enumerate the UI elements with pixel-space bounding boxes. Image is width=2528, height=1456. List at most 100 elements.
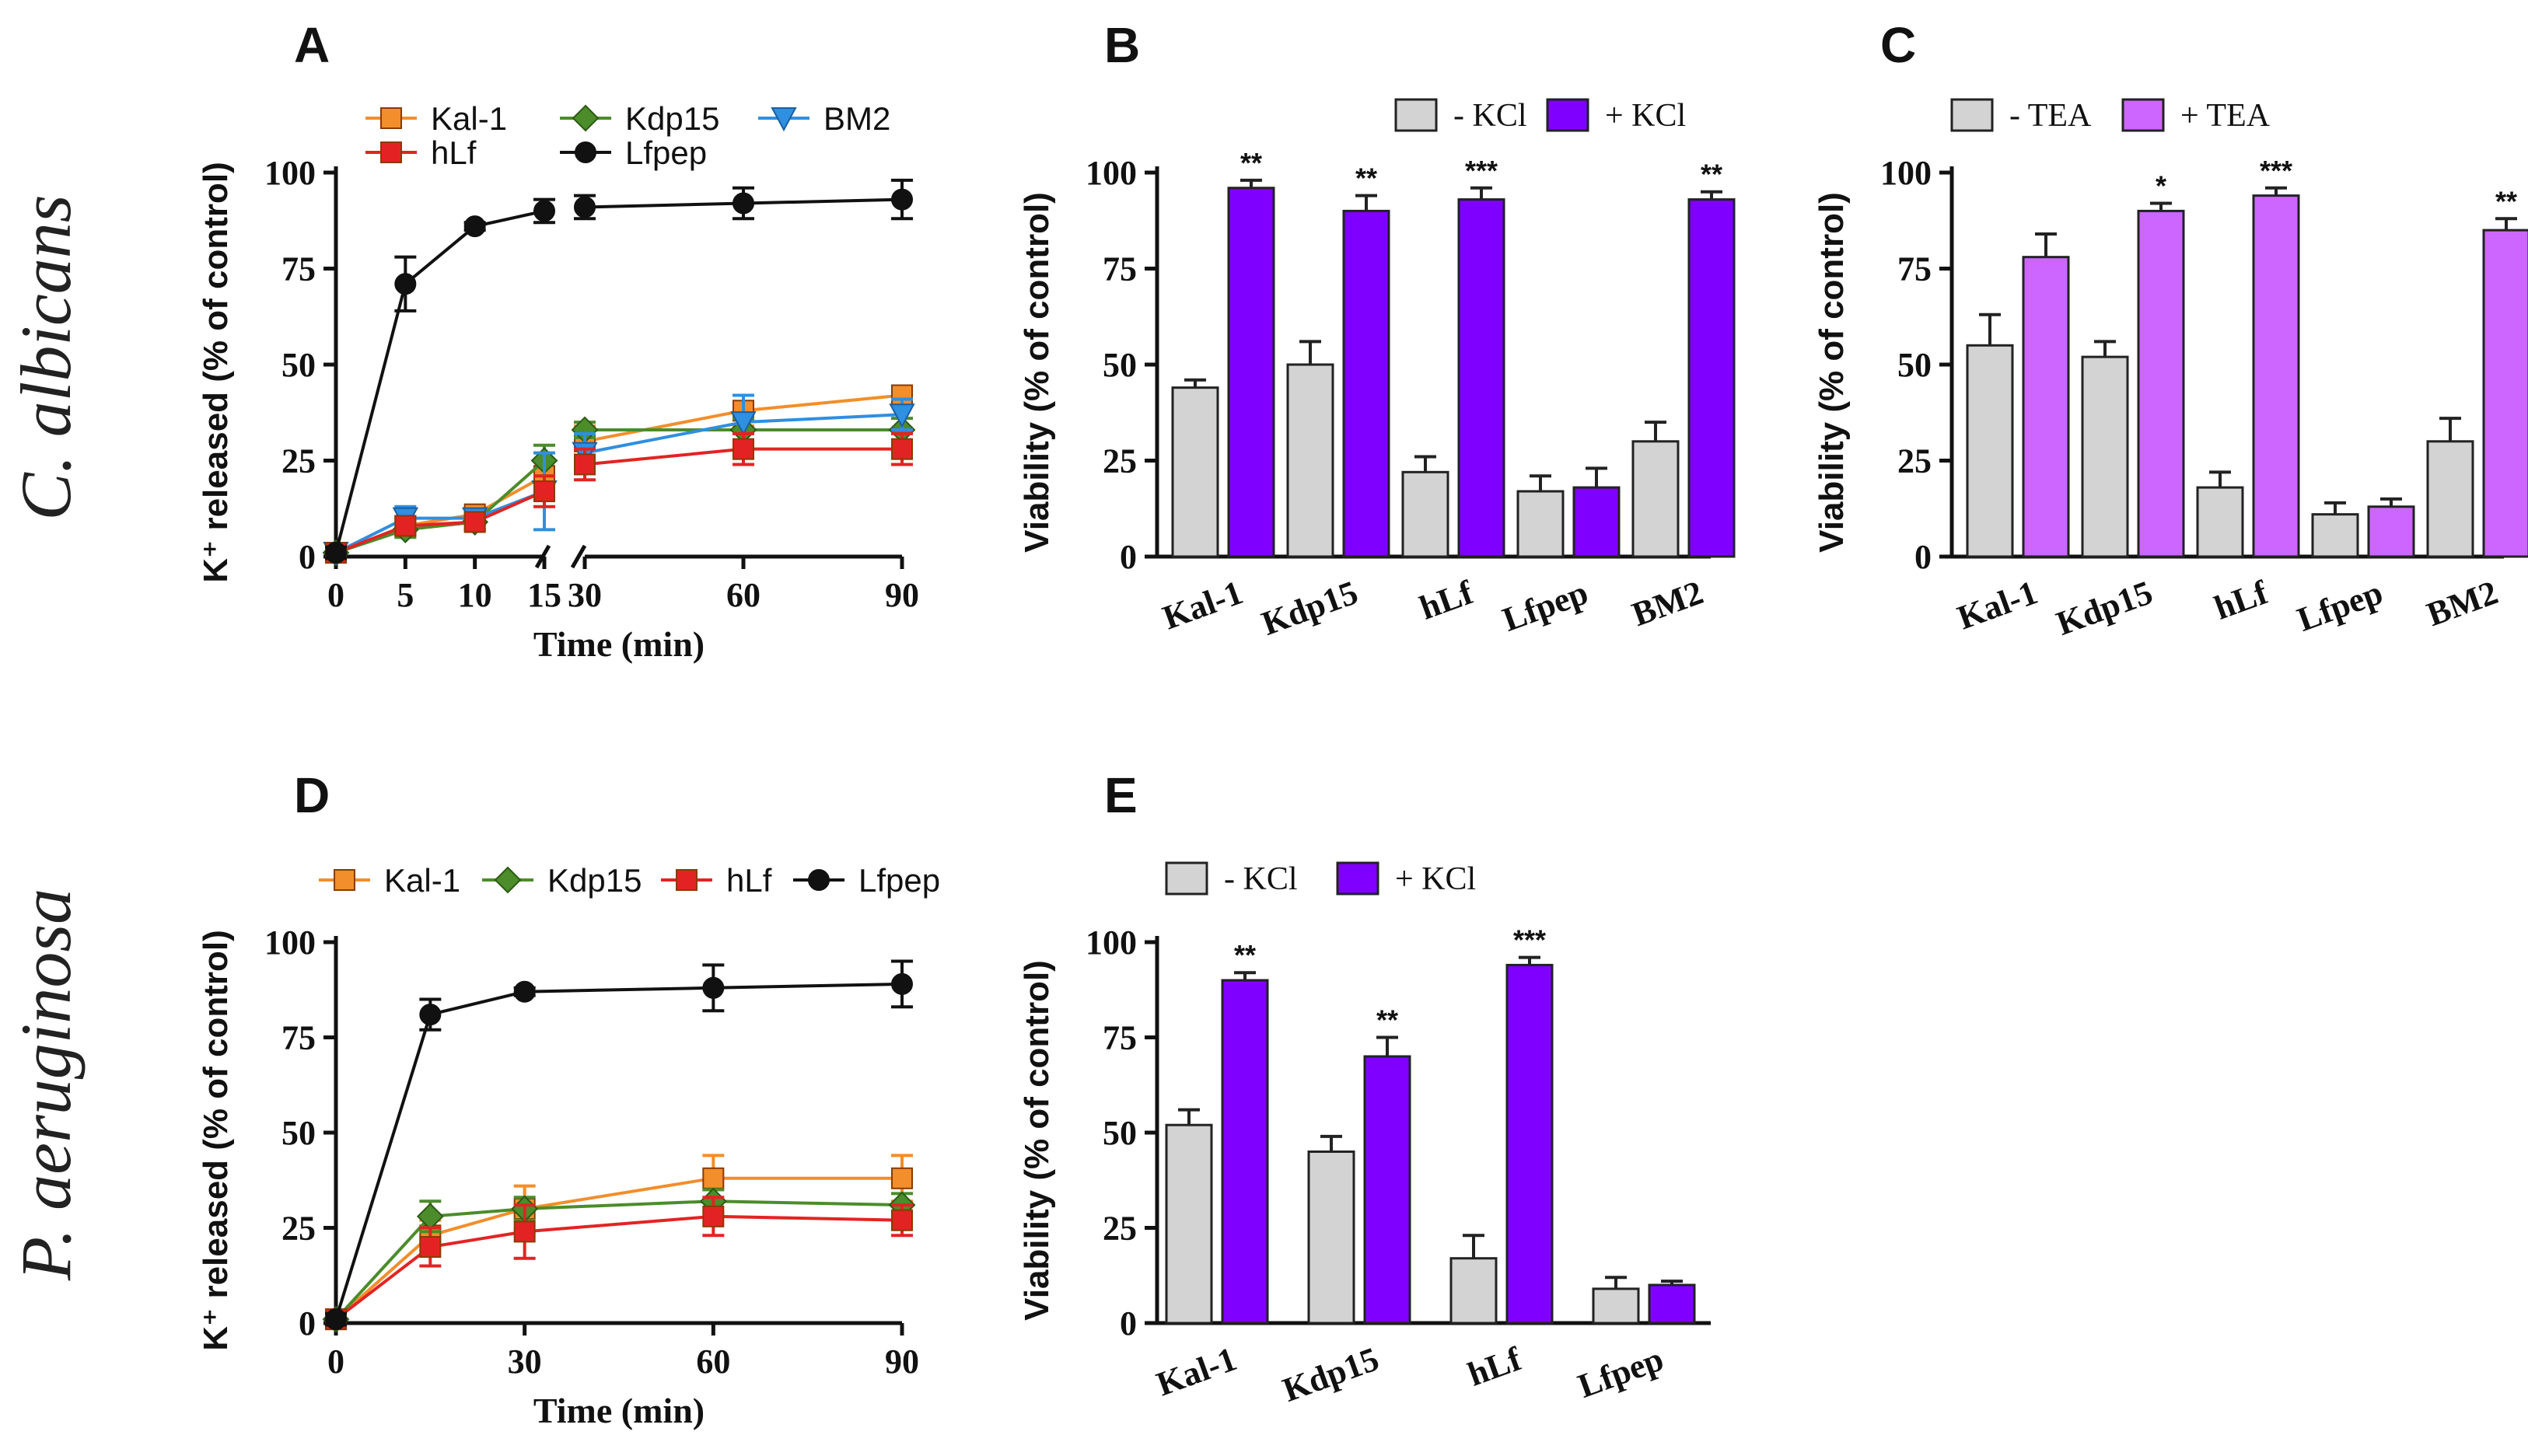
y-tick-label: 0: [299, 538, 316, 576]
data-point: [733, 438, 754, 460]
bar: [2311, 513, 2359, 558]
y-tick-label: 0: [1120, 538, 1137, 576]
bar: [2022, 256, 2070, 558]
series-hlf: [325, 1196, 913, 1331]
y-axis-label: K⁺ released (% of control): [197, 930, 235, 1351]
data-point: [676, 869, 698, 891]
x-tick-label: 90: [885, 576, 919, 614]
legend: - KCl + KCl: [1165, 861, 1476, 897]
y-tick-label: 75: [281, 1019, 316, 1057]
bar: [1307, 1150, 1355, 1325]
legend-label: + KCl: [1605, 98, 1686, 134]
y-tick-label: 100: [264, 924, 316, 962]
data-point: [380, 141, 402, 163]
y-tick-label: 50: [281, 1114, 316, 1152]
bar: [2137, 209, 2185, 558]
y-tick-label: 0: [1914, 538, 1932, 576]
x-tick-label: Kdp15: [2051, 573, 2157, 643]
x-tick-label: hLf: [1463, 1339, 1526, 1394]
x-tick-label: Kal-1: [1953, 573, 2043, 637]
x-tick-label: Kdp15: [1257, 573, 1362, 643]
legend: Kal-1 Kdp15 BM2 hLf Lfpep: [365, 100, 890, 171]
bar: [1648, 1283, 1696, 1325]
data-point: [463, 511, 486, 533]
bar: [2252, 194, 2300, 558]
data-point: [513, 1220, 536, 1243]
x-tick-label: hLf: [2209, 573, 2273, 627]
bar: [1286, 363, 1334, 558]
x-tick-label: Kal-1: [1158, 573, 1248, 637]
series-kal-1: [325, 1154, 913, 1331]
legend-label: Kal-1: [384, 862, 460, 899]
legend-label: Lfpep: [858, 862, 940, 899]
significance-label: **: [2495, 185, 2517, 217]
bar: [1457, 198, 1505, 558]
legend-swatch: [2121, 98, 2165, 132]
data-point: [513, 980, 536, 1003]
data-point: [419, 1236, 442, 1258]
legend-label: - KCl: [1224, 861, 1298, 897]
significance-label: **: [1376, 1004, 1398, 1036]
row-label-bottom: P. aeruginosa: [6, 889, 86, 1281]
y-axis-label: K⁺ released (% of control): [197, 162, 235, 583]
data-point: [463, 215, 486, 238]
x-tick-label: 30: [508, 1343, 542, 1381]
legend-swatch: [1950, 98, 1994, 132]
y-tick-label: 0: [1120, 1304, 1137, 1343]
panel-label: E: [1104, 767, 1138, 823]
series-hlf: [325, 431, 913, 564]
data-point: [891, 1209, 913, 1231]
y-tick-label: 50: [1103, 1114, 1137, 1152]
chart-D: D 0 25 50 75 100 K⁺ released (% of control) 0 30…: [197, 767, 940, 1430]
data-point: [891, 188, 913, 211]
data-point: [702, 976, 725, 999]
legend-label: - KCl: [1453, 98, 1527, 134]
data-point: [702, 1167, 725, 1189]
x-tick-label: BM2: [2421, 573, 2502, 634]
bar: [2081, 355, 2129, 558]
significance-label: **: [1355, 162, 1377, 194]
x-tick-label: 5: [397, 576, 414, 614]
data-point: [891, 438, 913, 460]
x-axis-label: Time (min): [533, 1391, 705, 1430]
bar: [2196, 486, 2244, 558]
legend-label: Kdp15: [547, 862, 642, 899]
y-tick-label: 75: [1897, 250, 1932, 288]
bar: [2482, 229, 2528, 558]
data-point: [574, 196, 596, 218]
series-lfpep: [325, 178, 913, 564]
data-point: [771, 107, 797, 132]
legend-label: - TEA: [2009, 98, 2092, 134]
data-point: [572, 104, 600, 132]
x-tick-label: 60: [726, 576, 760, 614]
series-lfpep: [325, 959, 913, 1331]
legend: - TEA + TEA: [1950, 98, 2271, 134]
y-tick-label: 100: [1086, 154, 1137, 192]
legend: Kal-1 Kdp15 hLf Lfpep: [319, 862, 940, 899]
chart-C: C 0 25 50 75 100 Viability (% of control) Kal-1…: [1813, 17, 2528, 643]
legend-label: hLf: [431, 134, 477, 171]
panel-label: C: [1880, 17, 1916, 73]
panel-label: A: [294, 17, 330, 73]
y-tick-label: 100: [264, 154, 316, 192]
data-point: [419, 1004, 442, 1026]
series-bm2: [323, 393, 915, 567]
x-tick-label: Lfpep: [1573, 1339, 1668, 1405]
data-point: [889, 403, 915, 428]
bar: [1687, 198, 1736, 558]
x-tick-label: 10: [458, 576, 492, 614]
y-tick-label: 75: [281, 250, 316, 288]
significance-label: **: [1701, 159, 1722, 190]
data-point: [380, 107, 402, 129]
axis-break-mark: [570, 544, 587, 569]
legend: - KCl + KCl: [1394, 98, 1686, 134]
x-tick-label: Kal-1: [1152, 1339, 1242, 1403]
bar: [1592, 1287, 1640, 1325]
bar: [1171, 386, 1219, 558]
series-kdp15: [322, 416, 916, 567]
bar: [2426, 440, 2474, 558]
data-point: [891, 1167, 913, 1189]
y-tick-label: 25: [1103, 442, 1137, 480]
